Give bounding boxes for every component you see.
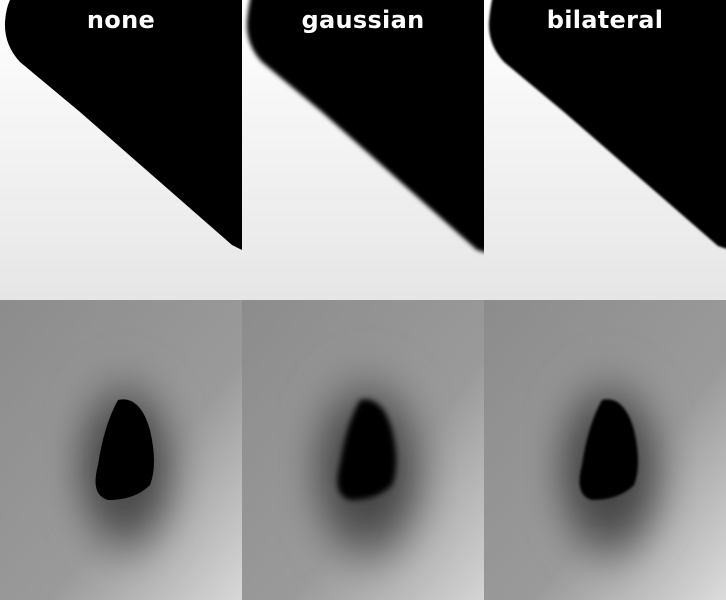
panel-label-bilateral: bilateral	[546, 6, 664, 34]
blob-panel-gaussian	[242, 300, 484, 600]
edge-panel-none	[0, 0, 242, 300]
edge-panel-bilateral	[484, 0, 726, 300]
panel-label-gaussian: gaussian	[301, 6, 425, 34]
panel-label-none: none	[86, 6, 156, 34]
edge-panel-gaussian	[242, 0, 484, 300]
blob-panel-bilateral	[484, 300, 726, 600]
blob-panel-none	[0, 300, 242, 600]
